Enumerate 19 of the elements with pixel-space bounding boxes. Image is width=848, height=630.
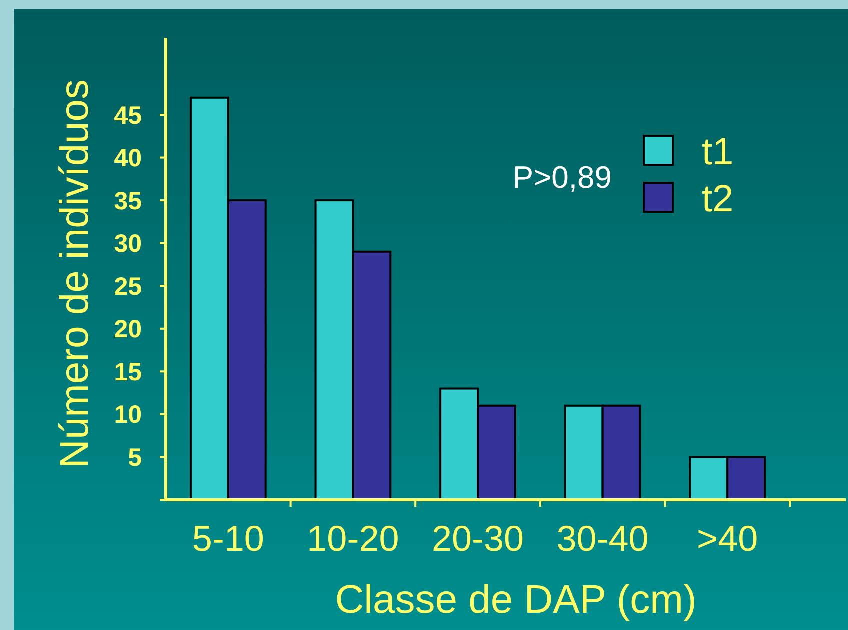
y-tick-label: 25	[114, 272, 142, 301]
x-tick-label: 5-10	[192, 518, 264, 559]
y-tick-label: 30	[114, 230, 142, 258]
y-tick-label: 20	[114, 316, 142, 344]
annotation: P>0,89	[512, 160, 612, 195]
y-tick-label: 15	[114, 358, 142, 386]
x-tick-label: >40	[697, 518, 758, 559]
legend-label: t1	[702, 131, 734, 174]
y-tick-label: 40	[114, 144, 142, 173]
x-tick-label: 30-40	[556, 518, 649, 559]
x-axis-title: Classe de DAP (cm)	[335, 578, 697, 622]
y-tick-label: 45	[114, 102, 142, 130]
x-tick-label: 20-30	[432, 518, 524, 559]
y-tick-label: 5	[128, 444, 142, 472]
y-axis-title: Número de indivíduos	[53, 79, 97, 469]
x-tick-label: 10-20	[307, 518, 400, 559]
legend-label: t2	[702, 178, 734, 220]
y-tick-label: 35	[114, 187, 142, 216]
y-tick-label: 10	[114, 401, 142, 430]
